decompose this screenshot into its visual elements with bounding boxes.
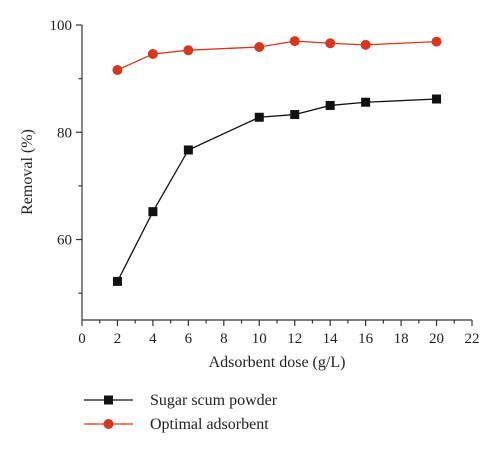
y-tick-label: 100 bbox=[50, 18, 73, 34]
data-point bbox=[254, 112, 264, 122]
data-point bbox=[289, 36, 300, 47]
data-point bbox=[325, 100, 335, 110]
x-tick-label: 4 bbox=[149, 331, 157, 347]
x-axis-ticks: 0 2 4 6 8 10 12 14 16 18 20 22 bbox=[78, 320, 480, 347]
x-tick-label: 18 bbox=[394, 331, 409, 347]
y-axis-title: Removal (%) bbox=[19, 129, 36, 215]
legend: Sugar scum powder Optimal adsorbent bbox=[84, 392, 278, 433]
legend-label: Sugar scum powder bbox=[150, 392, 278, 409]
data-point bbox=[112, 65, 123, 76]
x-tick-label: 2 bbox=[114, 331, 122, 347]
data-point bbox=[432, 94, 442, 104]
x-tick-label: 22 bbox=[465, 331, 480, 347]
legend-marker bbox=[104, 395, 113, 405]
x-tick-label: 0 bbox=[78, 331, 86, 347]
series-line bbox=[117, 40, 437, 71]
data-point bbox=[360, 39, 371, 50]
x-tick-label: 20 bbox=[429, 331, 444, 347]
data-point bbox=[148, 207, 158, 217]
y-tick-label: 80 bbox=[57, 125, 72, 141]
y-tick-label: 60 bbox=[57, 233, 72, 249]
data-point bbox=[183, 45, 194, 56]
data-point bbox=[147, 48, 158, 59]
series-layer bbox=[112, 36, 442, 286]
data-point bbox=[183, 145, 193, 155]
series-1 bbox=[112, 94, 442, 286]
legend-label: Optimal adsorbent bbox=[150, 416, 269, 433]
plot-area: 0 2 4 6 8 10 12 14 16 18 20 22 60 80 100 bbox=[50, 18, 480, 347]
legend-item: Optimal adsorbent bbox=[84, 416, 269, 433]
data-point bbox=[361, 97, 371, 107]
y-axis-ticks: 60 80 100 bbox=[50, 18, 82, 294]
data-point bbox=[431, 36, 442, 47]
x-tick-label: 6 bbox=[185, 331, 193, 347]
data-point bbox=[112, 276, 122, 286]
x-tick-label: 14 bbox=[323, 331, 339, 347]
x-axis-title: Adsorbent dose (g/L) bbox=[209, 354, 346, 371]
data-point bbox=[290, 110, 300, 120]
series-2 bbox=[112, 36, 442, 76]
data-point bbox=[325, 38, 336, 49]
x-tick-label: 10 bbox=[252, 331, 267, 347]
x-tick-label: 8 bbox=[220, 331, 228, 347]
data-point bbox=[254, 41, 265, 52]
x-tick-label: 16 bbox=[358, 331, 374, 347]
x-tick-label: 12 bbox=[287, 331, 302, 347]
series-line bbox=[116, 98, 437, 282]
legend-marker bbox=[103, 419, 114, 429]
legend-item: Sugar scum powder bbox=[84, 392, 278, 409]
